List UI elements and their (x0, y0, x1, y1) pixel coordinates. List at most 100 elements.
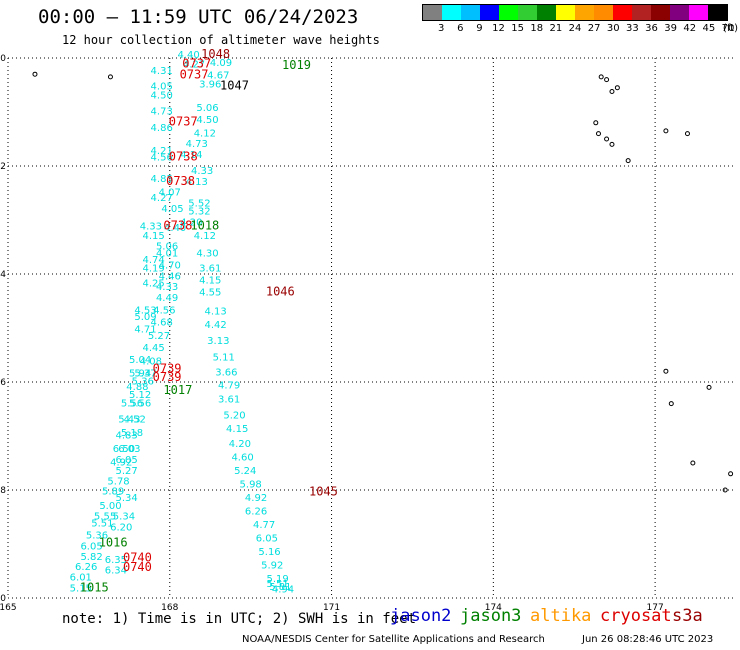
coastlines (32, 71, 734, 493)
swh-value: 5.06 (156, 242, 178, 253)
swh-value: 4.14 (180, 150, 202, 161)
color-swatch (537, 5, 556, 20)
chart-title: 00:00 – 11:59 UTC 06/24/2023 (38, 6, 359, 28)
swh-value: 6.05 (256, 533, 278, 544)
time-marker: 0740 (123, 560, 152, 574)
swh-value: 4.31 (151, 66, 173, 77)
color-scale-tick: 36 (645, 23, 658, 34)
swh-value: 4.08 (140, 357, 162, 368)
x-tick-label: 168 (161, 603, 178, 613)
island-outline (604, 136, 610, 142)
island-outline (706, 384, 712, 390)
swh-value: 4.45 (142, 343, 164, 354)
swh-value: 4.12 (194, 128, 216, 139)
swh-value: 5.20 (223, 411, 245, 422)
time-marker: 0737 (180, 68, 209, 82)
time-marker: 0738 (163, 219, 192, 233)
swh-value: 4.13 (204, 307, 226, 318)
swh-value: 4.71 (134, 324, 156, 335)
color-scale-tick: 12 (492, 23, 505, 34)
x-tick-label: 171 (323, 603, 340, 613)
swh-value: 4.56 (153, 305, 175, 316)
color-swatch (689, 5, 708, 20)
swh-value: 6.05 (116, 455, 138, 466)
swh-value: 4.33 (156, 282, 178, 293)
swh-value: 3.96 (199, 80, 221, 91)
color-scale-tick: 21 (549, 23, 563, 34)
swh-value: 4.46 (159, 271, 181, 282)
time-marker: 1017 (163, 383, 192, 397)
swh-value: 3.61 (218, 395, 240, 406)
swh-value: 5.78 (107, 477, 129, 488)
swh-value: 4.20 (229, 439, 251, 450)
color-scale-tick: 33 (626, 23, 639, 34)
island-outline (598, 74, 604, 80)
swh-value: 4.86 (151, 123, 173, 134)
color-scale-tick: 3 (437, 23, 445, 34)
island-outline (625, 158, 631, 164)
island-outline (663, 368, 669, 374)
swh-value: 6.26 (75, 562, 97, 573)
swh-value: 5.11 (213, 352, 235, 363)
swh-value: 5.56 (129, 398, 151, 409)
island-outline (107, 74, 113, 80)
island-outline (668, 401, 674, 407)
swh-value: 5.36 (86, 531, 108, 542)
swh-value: 4.88 (126, 382, 148, 393)
color-scale-tick: 27 (587, 23, 601, 34)
time-marker: 0737 (169, 115, 198, 129)
swh-value: 5.89 (102, 486, 124, 497)
color-scale-legend: (ft) 3 6 9 12 15 18 21 24 27 30 33 36 39 42 45 70 (422, 4, 738, 38)
y-tick-label: -6 (0, 378, 6, 388)
swh-value: 4.60 (231, 452, 253, 463)
swh-value: 4.40 (178, 50, 200, 61)
swh-value: 4.85 (151, 174, 173, 185)
island-outline (32, 71, 38, 77)
swh-value: 6.01 (70, 573, 92, 584)
time-marker: 0740 (123, 550, 152, 564)
color-scale-tick: 39 (664, 23, 677, 34)
color-scale-tick: 15 (511, 23, 524, 34)
color-swatch (499, 5, 518, 20)
swh-value: 3.61 (199, 263, 221, 274)
swh-value: 4.55 (199, 288, 221, 299)
swh-value: 4.70 (159, 261, 181, 272)
time-marker: 1045 (309, 484, 338, 498)
legend-jason2: jason2 (390, 606, 452, 626)
swh-value: 6.26 (245, 506, 267, 517)
axis-ticks: 165 168 171 174 177 0 -2 -4 -6 -8 -10 (0, 54, 664, 613)
swh-value: 5.32 (188, 207, 210, 218)
footnote: note: 1) Time is in UTC; 2) SWH is in fe… (62, 611, 417, 627)
swh-value: 4.53 (134, 305, 156, 316)
swh-value: 5.56 (121, 398, 143, 409)
swh-value: 4.33 (140, 222, 162, 233)
legend-cryosat: cryosat (600, 606, 672, 626)
y-tick-label: -10 (0, 594, 6, 604)
color-swatch (708, 5, 727, 20)
time-marker: 0739 (153, 361, 182, 375)
swh-value: 5.52 (188, 199, 210, 210)
y-tick-label: -2 (0, 162, 6, 172)
swh-value: 4.73 (186, 139, 208, 150)
swh-value: 4.21 (151, 146, 173, 157)
time-marker: 1016 (99, 536, 128, 550)
color-swatch (613, 5, 632, 20)
time-marker: 1019 (282, 58, 311, 72)
swh-value: 5.15 (70, 584, 92, 595)
credit-timestamp: Jun 26 08:28:46 UTC 2023 (582, 634, 714, 645)
y-tick-label: 0 (0, 54, 6, 64)
swh-value: 5.94 (129, 369, 151, 380)
swh-value: 4.20 (180, 217, 202, 228)
swh-value: 4.42 (204, 320, 226, 331)
swh-value: 4.67 (207, 71, 229, 82)
swh-value: 4.94 (272, 585, 294, 596)
swh-value: 4.07 (159, 188, 181, 199)
swh-value: 5.18 (121, 428, 143, 439)
swh-value: 4.40 (164, 223, 186, 234)
swh-value: 3.13 (207, 336, 229, 347)
color-swatch (670, 5, 689, 20)
color-swatch (423, 5, 442, 20)
swh-value: 5.09 (134, 312, 156, 323)
y-tick-label: -4 (0, 270, 6, 280)
